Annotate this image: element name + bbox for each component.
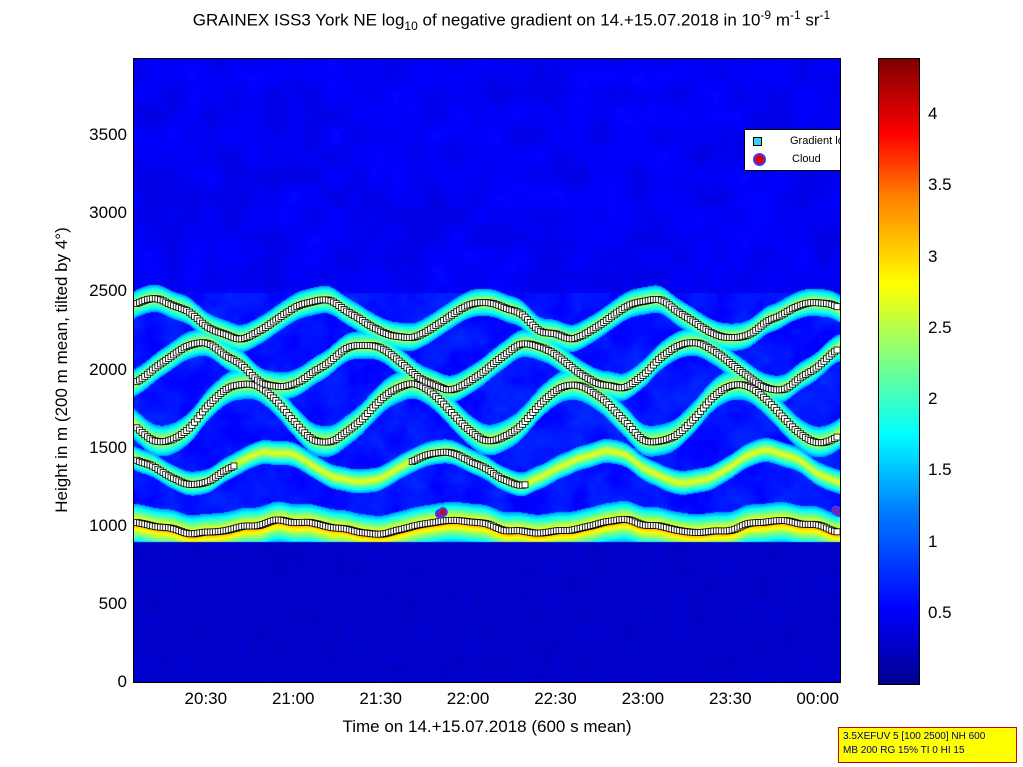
square-marker-icon: [753, 136, 762, 146]
plot-area: Gradient local minimum Cloud: [133, 58, 841, 683]
chart-title: GRAINEX ISS3 York NE log10 of negative g…: [192, 8, 831, 34]
x-tick-label: 22:00: [446, 689, 490, 708]
gradient-minimum-marker: [833, 528, 840, 536]
x-axis-label: Time on 14.+15.07.2018 (600 s mean): [342, 717, 632, 736]
y-tick-label: 2500: [89, 281, 127, 301]
processing-info-box: 3.5XEFUV 5 [100 2500] NH 600 MB 200 RG 1…: [838, 727, 1017, 763]
cloud-marker: [437, 507, 448, 518]
colorbar: [878, 58, 920, 685]
gradient-minimum-marker: [230, 462, 238, 470]
legend: Gradient local minimum Cloud: [744, 129, 840, 171]
x-tick-label: 20:30: [184, 689, 228, 708]
cloud-marker: [837, 505, 840, 516]
legend-item-gradient: Gradient local minimum: [753, 133, 840, 149]
gradient-minimum-marker: [833, 303, 840, 311]
colorbar-tick-label: 2: [928, 389, 938, 408]
y-axis-label: Height in m (200 m mean, tilted by 4°): [52, 227, 71, 513]
colorbar-tick-label: 0.5: [928, 602, 952, 622]
colorbar-tick-label: 4: [928, 104, 938, 123]
y-tick-label: 3000: [89, 203, 127, 223]
y-tick-label: 2000: [89, 359, 127, 379]
y-tick-label: 3500: [89, 125, 127, 145]
footer-line-1: 3.5XEFUV 5 [100 2500] NH 600: [843, 731, 986, 742]
colorbar-tick-label: 1: [928, 531, 938, 551]
legend-item-cloud: Cloud: [753, 151, 821, 167]
x-tick-label: 22:30: [534, 689, 577, 708]
colorbar-tick-label: 3: [928, 246, 938, 266]
colorbar-tick-label: 2.5: [928, 317, 952, 337]
x-tick-label: 23:30: [709, 689, 752, 708]
y-tick-label: 1500: [89, 437, 127, 457]
x-tick-label: 21:00: [271, 689, 315, 708]
y-tick-label: 0: [117, 672, 127, 691]
footer-line-2: MB 200 RG 15% TI 0 HI 15: [843, 745, 965, 756]
x-tick-label: 23:00: [621, 689, 665, 708]
colorbar-tick-label: 1.5: [928, 460, 952, 480]
y-tick-label: 500: [98, 593, 127, 613]
gradient-minimum-marker: [833, 346, 840, 354]
colorbar-tick-label: 3.5: [928, 175, 952, 195]
x-tick-label: 21:30: [359, 689, 402, 708]
x-tick-label: 00:00: [796, 689, 839, 708]
circle-marker-icon: [753, 152, 766, 166]
gradient-minimum-marker: [521, 481, 529, 489]
gradient-minimum-marker: [833, 433, 840, 441]
marker-layer: [134, 295, 840, 538]
y-tick-label: 1000: [89, 515, 127, 535]
